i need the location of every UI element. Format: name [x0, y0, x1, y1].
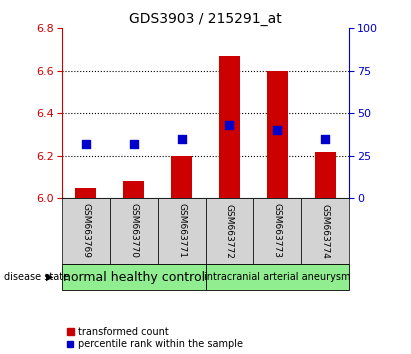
Text: GSM663771: GSM663771: [177, 204, 186, 258]
Bar: [110, 198, 157, 264]
Text: normal healthy control: normal healthy control: [62, 270, 205, 284]
Bar: [301, 198, 349, 264]
Bar: [171, 156, 192, 198]
Point: [226, 122, 233, 128]
Text: GSM663772: GSM663772: [225, 204, 234, 258]
Text: GSM663770: GSM663770: [129, 204, 138, 258]
Text: ▶: ▶: [46, 272, 53, 282]
Bar: [123, 181, 144, 198]
Point: [322, 136, 329, 142]
Point: [130, 141, 137, 147]
Text: disease state: disease state: [4, 272, 69, 282]
Bar: [219, 56, 240, 198]
Point: [274, 127, 281, 133]
Bar: [267, 71, 288, 198]
Bar: [206, 264, 349, 290]
Bar: [314, 152, 336, 198]
Bar: [75, 188, 97, 198]
Text: GSM663769: GSM663769: [81, 204, 90, 258]
Point: [178, 136, 185, 142]
Text: intracranial arterial aneurysm: intracranial arterial aneurysm: [204, 272, 351, 282]
Point: [82, 141, 89, 147]
Bar: [157, 198, 206, 264]
Legend: transformed count, percentile rank within the sample: transformed count, percentile rank withi…: [67, 327, 243, 349]
Bar: [254, 198, 301, 264]
Bar: [62, 198, 110, 264]
Bar: [206, 198, 254, 264]
Text: GSM663773: GSM663773: [273, 204, 282, 258]
Bar: [62, 264, 206, 290]
Title: GDS3903 / 215291_at: GDS3903 / 215291_at: [129, 12, 282, 26]
Text: GSM663774: GSM663774: [321, 204, 330, 258]
